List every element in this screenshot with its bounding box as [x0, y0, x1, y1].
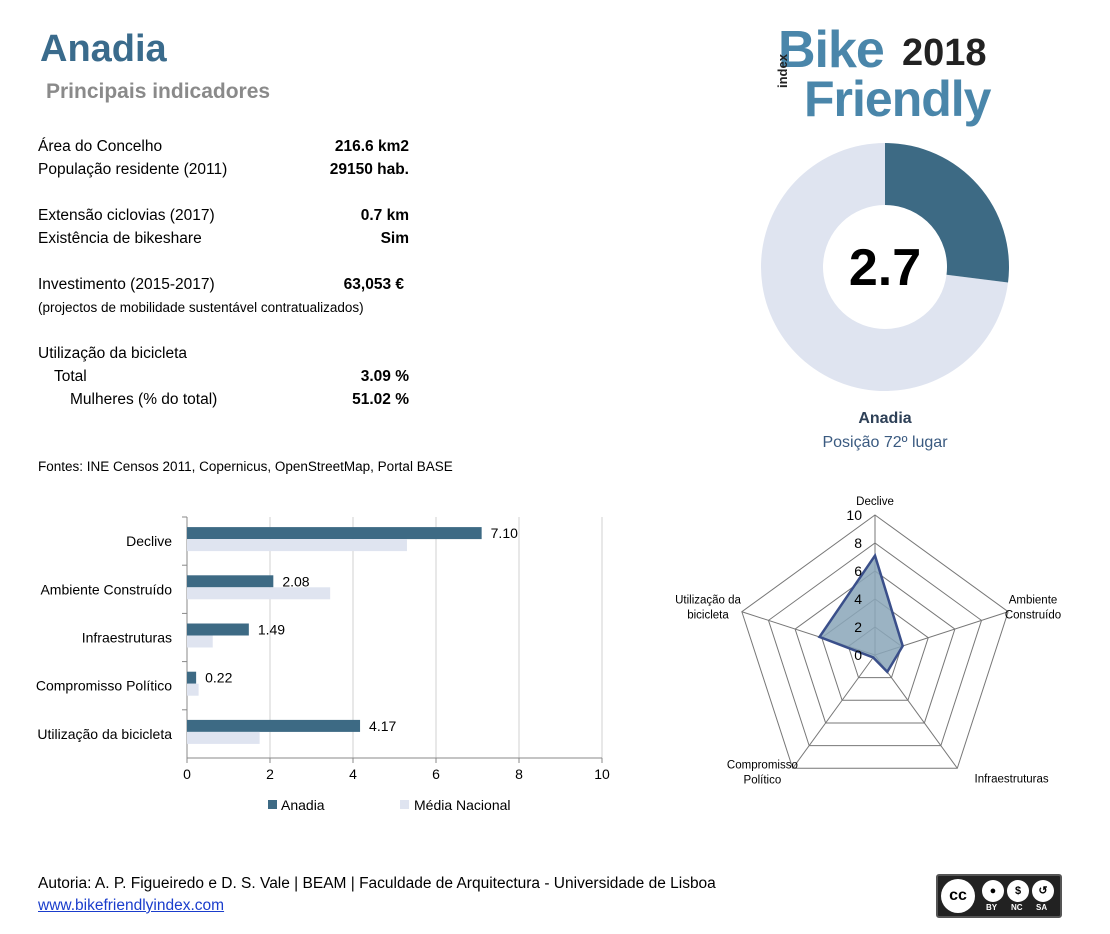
radar-axis-label: Ambiente [1009, 595, 1058, 607]
nc-icon: $ [1007, 880, 1029, 902]
population-label: População residente (2011) [38, 161, 228, 178]
bar-media-nacional [187, 731, 260, 744]
website-link[interactable]: www.bikefriendlyindex.com [38, 897, 225, 914]
legend-label-anadia: Anadia [281, 797, 325, 813]
radar-tick-label: 0 [854, 647, 862, 663]
bar-tick-label: 8 [515, 766, 523, 782]
bar-chart: 0 2 4 6 8 10 Declive 7.10 Ambiente Construído 2.0… [36, 516, 610, 813]
bar-tick-label: 4 [349, 766, 357, 782]
bar-anadia [187, 671, 197, 684]
bar-tick-label: 10 [594, 766, 610, 782]
sa-label: SA [1036, 903, 1048, 912]
logo-year-text: 2018 [902, 32, 987, 74]
bar-tick-label: 6 [432, 766, 440, 782]
radar-tick-label: 4 [854, 591, 862, 607]
page-title: Anadia [40, 28, 167, 70]
total-value: 3.09 % [360, 368, 409, 385]
investment-note: (projectos de mobilidade sustentável con… [38, 300, 364, 315]
bar-anadia [187, 623, 249, 636]
bar-media-nacional [187, 635, 213, 648]
bikeshare-label: Existência de bikeshare [38, 230, 202, 247]
bar-media-nacional [187, 587, 331, 600]
logo-bike-text: Bike [778, 21, 885, 79]
donut-position: Posição 72º lugar [822, 434, 948, 451]
area-label: Área do Concelho [38, 138, 163, 155]
nc-label: NC [1011, 903, 1023, 912]
investment-label: Investimento (2015-2017) [38, 276, 215, 293]
radar-spoke [874, 654, 958, 769]
bar-tick-label: 0 [183, 766, 191, 782]
investment-value: 63,053 € [343, 276, 404, 293]
radar-axis-label: Compromisso [727, 759, 798, 771]
bar-category-label: Utilização da bicicleta [37, 726, 172, 742]
bar-value-label: 2.08 [282, 573, 309, 589]
radar-axis-label: Construído [1005, 610, 1061, 622]
legend-swatch-anadia [268, 800, 277, 809]
by-label: BY [986, 903, 998, 912]
radar-ring [794, 570, 956, 724]
bar-anadia [187, 719, 361, 732]
radar-ring [767, 542, 983, 747]
donut-chart: 2.7 [761, 143, 1009, 391]
radar-axis-label: Político [744, 774, 782, 786]
logo-friendly-text: Friendly [804, 71, 991, 127]
radar-axis-label: bicicleta [687, 610, 729, 622]
population-value: 29150 hab. [329, 161, 409, 178]
radar-tick-label: 6 [854, 563, 862, 579]
donut-score: 2.7 [849, 239, 921, 297]
cycleway-value: 0.7 km [360, 207, 409, 224]
sources-text: Fontes: INE Censos 2011, Copernicus, Ope… [38, 459, 453, 474]
bar-category-label: Compromisso Político [36, 678, 172, 694]
bar-category-label: Declive [126, 533, 172, 549]
logo-index-text: index [775, 54, 790, 88]
donut-name: Anadia [858, 410, 912, 427]
bar-value-label: 0.22 [205, 670, 232, 686]
cycleway-label: Extensão ciclovias (2017) [38, 207, 215, 224]
bar-category-label: Ambiente Construído [40, 581, 172, 597]
bar-anadia [187, 575, 274, 588]
area-value: 216.6 km2 [334, 138, 409, 155]
by-icon: ● [982, 880, 1004, 902]
bar-value-label: 1.49 [258, 622, 285, 638]
bar-category-label: Infraestruturas [82, 630, 172, 646]
legend-swatch-media [400, 800, 409, 809]
radar-axis-label: Infraestruturas [975, 773, 1049, 785]
donut-score-slice [885, 143, 1009, 283]
bar-value-label: 7.10 [491, 525, 518, 541]
page-subtitle: Principais indicadores [46, 80, 271, 103]
women-label: Mulheres (% do total) [70, 391, 218, 408]
radar-axis-label: Declive [856, 496, 894, 508]
bikeshare-value: Sim [380, 230, 409, 247]
women-value: 51.02 % [352, 391, 409, 408]
radar-ring [741, 514, 1009, 769]
sa-icon: ↺ [1032, 880, 1054, 902]
radar-tick-label: 2 [854, 619, 862, 635]
donut-remainder-slice [761, 143, 1009, 391]
bar-media-nacional [187, 683, 199, 696]
cc-license-badge[interactable]: cc ● $ ↺ BY NC SA [936, 874, 1062, 918]
radar-tick-label: 8 [854, 535, 862, 551]
radar-spoke [792, 654, 876, 769]
bar-tick-label: 2 [266, 766, 274, 782]
legend-label-media: Média Nacional [414, 797, 511, 813]
cc-icon: cc [941, 879, 975, 913]
radar-tick-label: 10 [846, 507, 862, 523]
radar-axis-label: Utilização da [675, 595, 741, 607]
bike-use-label: Utilização da bicicleta [38, 345, 188, 362]
bar-media-nacional [187, 539, 407, 552]
bar-value-label: 4.17 [369, 718, 396, 734]
footer-authors: Autoria: A. P. Figueiredo e D. S. Vale |… [38, 875, 716, 892]
radar-series-anadia [817, 552, 905, 674]
bar-anadia [187, 527, 482, 540]
total-label: Total [54, 368, 87, 385]
